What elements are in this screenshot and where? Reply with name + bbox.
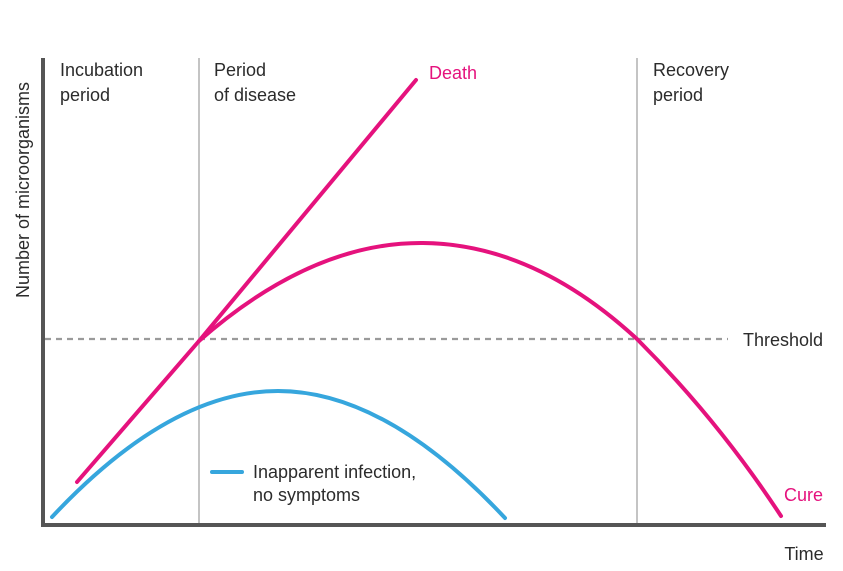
phase-label-recovery-line1: Recovery bbox=[653, 60, 729, 80]
cure-curve bbox=[75, 240, 783, 518]
death-label: Death bbox=[429, 63, 477, 83]
phase-label-incubation-line2: period bbox=[60, 85, 110, 105]
cure-label: Cure bbox=[784, 485, 823, 505]
threshold-label: Threshold bbox=[743, 330, 823, 350]
inapparent-label-line1: Inapparent infection, bbox=[253, 462, 416, 482]
phase-label-disease-line2: of disease bbox=[214, 85, 296, 105]
y-axis-label: Number of microorganisms bbox=[13, 82, 33, 298]
x-axis-label: Time bbox=[784, 544, 823, 564]
death-curve bbox=[197, 78, 418, 343]
inapparent-label-line2: no symptoms bbox=[253, 485, 360, 505]
phase-label-disease-line1: Period bbox=[214, 60, 266, 80]
phase-label-recovery-line2: period bbox=[653, 85, 703, 105]
phase-label-incubation-line1: Incubation bbox=[60, 60, 143, 80]
inapparent-infection-curve bbox=[50, 388, 507, 520]
